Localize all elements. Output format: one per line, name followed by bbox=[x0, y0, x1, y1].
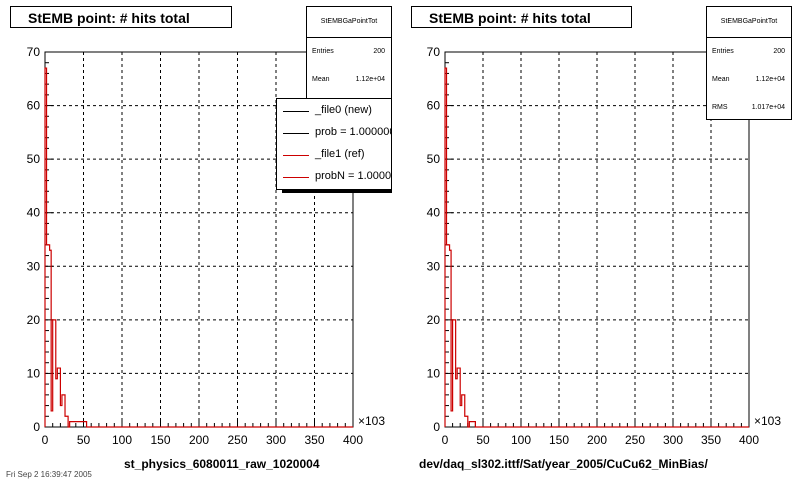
x-tick-label: 100 bbox=[112, 433, 132, 447]
legend-swatch bbox=[283, 177, 309, 178]
y-tick-label: 50 bbox=[27, 152, 41, 166]
stats-value: 1.017e+04 bbox=[751, 104, 785, 111]
x-tick-label: 400 bbox=[343, 433, 363, 447]
y-tick-label: 40 bbox=[27, 206, 41, 220]
x-tick-label: 150 bbox=[549, 433, 569, 447]
panel2-stats-row-mean: Mean 1.12e+04 bbox=[707, 66, 791, 94]
stats-key: RMS bbox=[712, 104, 728, 111]
stats-key: Entries bbox=[312, 48, 334, 55]
panel2-stats-row-entries: Entries 200 bbox=[707, 38, 791, 66]
y-tick-label: 50 bbox=[427, 152, 441, 166]
x-tick-label: 200 bbox=[189, 433, 209, 447]
x-tick-label: 150 bbox=[150, 433, 170, 447]
legend-entry: _file0 (new) bbox=[277, 100, 391, 122]
legend-label: _file1 (ref) bbox=[315, 148, 365, 160]
histogram-series-ref bbox=[44, 67, 353, 428]
x-tick-label: 100 bbox=[511, 433, 531, 447]
x-multiplier-label: ×103 bbox=[754, 414, 781, 428]
x-tick-label: 50 bbox=[77, 433, 91, 447]
x-tick-label: 200 bbox=[587, 433, 607, 447]
stats-key: Entries bbox=[712, 48, 734, 55]
panel1-legend: _file0 (new) prob = 1.000000 _file1 (ref… bbox=[276, 98, 392, 190]
panel1-title: StEMB point: # hits total bbox=[10, 6, 232, 28]
panel2-stats-row-rms: RMS 1.017e+04 bbox=[707, 94, 791, 122]
y-tick-label: 30 bbox=[27, 259, 41, 273]
y-tick-label: 60 bbox=[27, 99, 41, 113]
panel1-stats-row-entries: Entries 200 bbox=[307, 38, 391, 66]
y-tick-label: 20 bbox=[27, 313, 41, 327]
x-tick-label: 50 bbox=[476, 433, 490, 447]
x-tick-label: 0 bbox=[442, 433, 449, 447]
stats-key: Mean bbox=[312, 76, 330, 83]
legend-swatch bbox=[283, 111, 309, 112]
x-tick-label: 0 bbox=[42, 433, 49, 447]
x-multiplier-label: ×103 bbox=[358, 414, 385, 428]
panel2-xlabel: dev/daq_sl302.ittf/Sat/year_2005/CuCu62_… bbox=[419, 457, 708, 471]
x-tick-label: 250 bbox=[625, 433, 645, 447]
panel1-stats-name: StEMBGaPointTot bbox=[307, 7, 391, 38]
y-tick-label: 0 bbox=[433, 420, 440, 434]
legend-swatch bbox=[283, 155, 309, 156]
x-tick-label: 350 bbox=[701, 433, 721, 447]
y-tick-label: 10 bbox=[27, 366, 41, 380]
footer-timestamp: Fri Sep 2 16:39:47 2005 bbox=[6, 470, 92, 479]
legend-label: probN = 1.000000 bbox=[315, 170, 392, 182]
legend-entry: probN = 1.000000 bbox=[277, 166, 392, 188]
y-tick-label: 70 bbox=[427, 45, 441, 59]
y-tick-label: 30 bbox=[427, 259, 441, 273]
panel1-stats-row-mean: Mean 1.12e+04 bbox=[307, 66, 391, 94]
x-tick-label: 400 bbox=[739, 433, 759, 447]
legend-shadow bbox=[282, 188, 392, 193]
panel2-stats-box: StEMBGaPointTot Entries 200 Mean 1.12e+0… bbox=[706, 6, 792, 120]
x-tick-label: 300 bbox=[266, 433, 286, 447]
histogram-series-ref bbox=[444, 67, 749, 428]
legend-entry: prob = 1.000000 bbox=[277, 122, 392, 144]
y-tick-label: 60 bbox=[427, 99, 441, 113]
x-tick-label: 350 bbox=[304, 433, 324, 447]
x-tick-label: 250 bbox=[227, 433, 247, 447]
legend-label: prob = 1.000000 bbox=[315, 126, 392, 138]
stats-value: 200 bbox=[373, 48, 385, 55]
legend-entry: _file1 (ref) bbox=[277, 144, 391, 166]
panel2-title: StEMB point: # hits total bbox=[411, 6, 632, 28]
x-tick-label: 300 bbox=[663, 433, 683, 447]
stats-key: Mean bbox=[712, 76, 730, 83]
stats-value: 1.12e+04 bbox=[355, 76, 385, 83]
stats-value: 1.12e+04 bbox=[755, 76, 785, 83]
panel1-xlabel: st_physics_6080011_raw_1020004 bbox=[124, 457, 320, 471]
y-tick-label: 70 bbox=[27, 45, 41, 59]
legend-label: _file0 (new) bbox=[315, 104, 372, 116]
panel2-stats-name: StEMBGaPointTot bbox=[707, 7, 791, 38]
legend-swatch bbox=[283, 133, 309, 134]
y-tick-label: 0 bbox=[33, 420, 40, 434]
y-tick-label: 20 bbox=[427, 313, 441, 327]
y-tick-label: 10 bbox=[427, 366, 441, 380]
y-tick-label: 40 bbox=[427, 206, 441, 220]
stats-value: 200 bbox=[773, 48, 785, 55]
